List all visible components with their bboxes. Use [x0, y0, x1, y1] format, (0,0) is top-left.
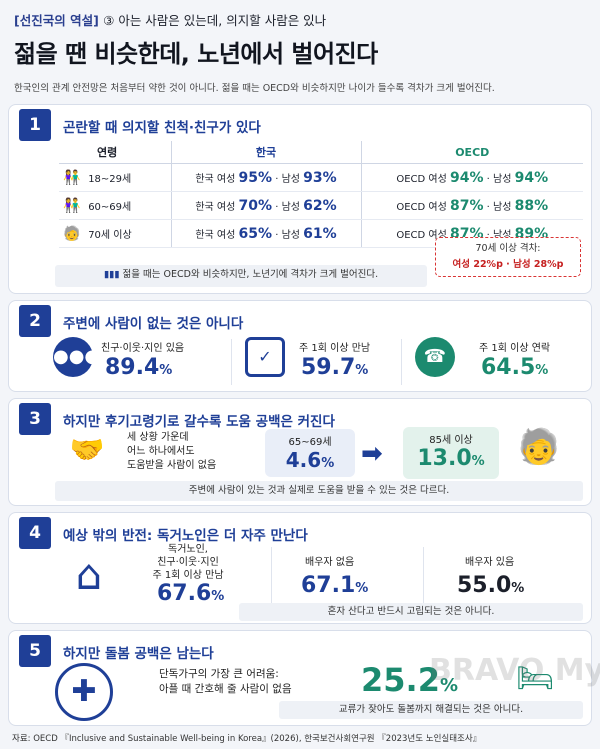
col-oecd: OECD	[360, 141, 583, 164]
col-age: 연령	[59, 141, 171, 164]
section-5-number: 5	[19, 635, 51, 667]
age-label: 70세 이상	[88, 229, 132, 241]
no-spouse-label: 배우자 없음	[305, 557, 355, 568]
col-korea: 한국	[170, 141, 361, 164]
sitting-elder-icon: 🧓	[517, 427, 561, 467]
watermark: BRAVO My Life	[429, 653, 600, 688]
section-2-title: 주변에 사람이 없는 것은 아니다	[63, 316, 244, 332]
stat-label: 주 1회 이상 연락	[479, 343, 551, 354]
section-3-card: 3 하지만 후기고령기로 갈수록 도움 공백은 커진다 🤝 세 상황 가운데 어…	[8, 398, 592, 506]
stat-value: 59.7%	[301, 355, 369, 380]
stat-label: 친구·이웃·지인 있음	[101, 343, 185, 354]
bar-chart-icon: ▮▮▮	[103, 269, 120, 280]
group-people-icon: ●●●	[53, 337, 100, 377]
section-4-card: 4 예상 밖의 반전: 독거노인은 더 자주 만난다 ⌂ 독거노인, 친구·이웃…	[8, 512, 592, 624]
age-label: 60~69세	[88, 201, 132, 213]
living-alone-desc: 독거노인, 친구·이웃·지인 주 1회 이상 만남	[152, 544, 224, 581]
section-4-number: 4	[19, 517, 51, 549]
gap-callout: 70세 이상 격차: 여성 22%p · 남성 28%p	[435, 237, 581, 277]
stat-value: 89.4%	[105, 355, 173, 380]
nurse-icon: ✚	[55, 663, 113, 721]
page-title: 젊을 땐 비슷한데, 노년에서 벌어진다	[14, 40, 378, 68]
table-row: 👫 60~69세 한국 여성 70% · 남성 62% OECD 여성 87% …	[59, 191, 583, 220]
living-alone-value: 67.6%	[157, 581, 225, 606]
section-1-title: 곤란할 때 의지할 친척·친구가 있다	[63, 120, 261, 136]
source-footer: 자료: OECD 『Inclusive and Sustainable Well…	[12, 734, 482, 744]
stat-value: 64.5%	[481, 355, 549, 380]
calendar-check-icon: ✓	[245, 337, 285, 377]
house-icon: ⌂	[75, 550, 103, 599]
age-85-box: 85세 이상 13.0%	[403, 427, 499, 479]
right-arrow-icon: ➡	[361, 439, 383, 469]
section-2-card: 2 주변에 사람이 없는 것은 아니다 ●●● 친구·이웃·지인 있음 89.4…	[8, 300, 592, 392]
section-2-number: 2	[19, 305, 51, 337]
age-65-69-box: 65~69세 4.6%	[265, 429, 355, 477]
support-table: 연령 한국 OECD 👫 18~29세 한국 여성 95% · 남성 93% O…	[59, 141, 583, 248]
divider	[423, 547, 424, 603]
divider	[231, 339, 232, 385]
elder-cane-icon: 🧓	[63, 225, 81, 242]
page-subtitle: 한국인의 관계 안전망은 처음부터 약한 것이 아니다. 젊을 때는 OECD와…	[14, 83, 495, 94]
series-tag: [선진국의 역설] ③ 아는 사람은 있는데, 의지할 사람은 있나	[14, 13, 327, 28]
couple-icon: 👫	[63, 197, 81, 214]
age-label: 18~29세	[88, 173, 132, 185]
table-row: 👫 18~29세 한국 여성 95% · 남성 93% OECD 여성 94% …	[59, 163, 583, 192]
section-5-note: 교류가 잦아도 돌봄까지 해결되는 것은 아니다.	[279, 701, 583, 719]
section-1-number: 1	[19, 109, 51, 141]
section-4-note: 혼자 산다고 반드시 고립되는 것은 아니다.	[239, 603, 583, 621]
section-3-number: 3	[19, 403, 51, 435]
help-gap-desc: 세 상황 가운데 어느 하나에서도 도움받을 사람이 없음	[127, 432, 217, 471]
section-1-note: ▮▮▮ 젊을 때는 OECD와 비슷하지만, 노년기에 격차가 크게 벌어진다.	[55, 265, 427, 287]
divider	[271, 547, 272, 603]
stat-label: 주 1회 이상 만남	[299, 343, 371, 354]
care-gap-value: 25.2%	[361, 661, 458, 699]
spouse-value: 55.0%	[457, 573, 525, 598]
helping-hands-icon: 🤝	[69, 433, 105, 466]
section-3-title: 하지만 후기고령기로 갈수록 도움 공백은 커진다	[63, 414, 335, 430]
phone-icon: ☎	[415, 337, 455, 377]
section-5-title: 하지만 돌봄 공백은 남는다	[63, 646, 214, 662]
people-icon: 👫	[63, 169, 81, 186]
section-4-title: 예상 밖의 반전: 독거노인은 더 자주 만난다	[63, 528, 308, 544]
section-1-card: 1 곤란할 때 의지할 친척·친구가 있다 연령 한국 OECD 👫 18~29…	[8, 104, 592, 294]
spouse-label: 배우자 있음	[465, 557, 515, 568]
no-spouse-value: 67.1%	[301, 573, 369, 598]
hospital-bed-icon: 🛏	[515, 661, 555, 696]
section-5-card: 5 하지만 돌봄 공백은 남는다 ✚ 단독가구의 가장 큰 어려움: 아플 때 …	[8, 630, 600, 726]
care-gap-desc: 단독가구의 가장 큰 어려움: 아플 때 간호해 줄 사람이 없음	[159, 668, 292, 695]
divider	[401, 339, 402, 385]
section-3-note: 주변에 사람이 있는 것과 실제로 도움을 받을 수 있는 것은 다르다.	[55, 481, 583, 501]
